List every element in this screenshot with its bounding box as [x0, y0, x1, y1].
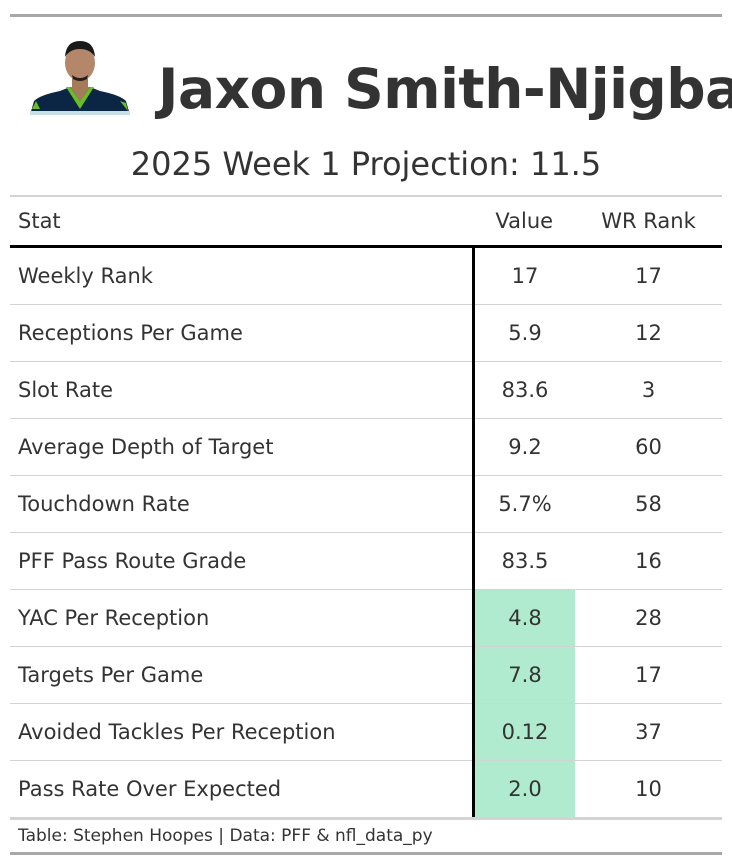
wr-rank-cell: 3 — [575, 361, 722, 419]
table-row: YAC Per Reception 4.8 28 — [10, 589, 722, 647]
column-header-value: Value — [473, 197, 575, 248]
bottom-border — [10, 852, 722, 855]
stat-table-card: Jaxon Smith-Njigba 2025 Week 1 Projectio… — [10, 14, 732, 855]
table-header: Jaxon Smith-Njigba 2025 Week 1 Projectio… — [10, 17, 732, 195]
top-border — [10, 14, 722, 17]
stat-cell: Receptions Per Game — [10, 304, 474, 362]
stat-cell: Slot Rate — [10, 361, 474, 419]
value-cell: 7.8 — [472, 646, 575, 704]
value-cell: 5.9 — [472, 304, 575, 362]
table-row: Weekly Rank 17 17 — [10, 246, 722, 305]
stat-cell: Touchdown Rate — [10, 475, 474, 533]
value-cell: 0.12 — [472, 703, 575, 761]
header-divider — [10, 195, 722, 197]
stat-cell: Avoided Tackles Per Reception — [10, 703, 474, 761]
wr-rank-cell: 37 — [575, 703, 722, 761]
wr-rank-cell: 28 — [575, 589, 722, 647]
source-footnote: Table: Stephen Hoopes | Data: PFF & nfl_… — [18, 826, 433, 846]
stat-cell: Average Depth of Target — [10, 418, 474, 476]
stat-cell: YAC Per Reception — [10, 589, 474, 647]
wr-rank-cell: 12 — [575, 304, 722, 362]
value-cell: 83.5 — [472, 532, 575, 590]
column-header-row: Stat Value WR Rank — [10, 197, 722, 248]
column-header-stat: Stat — [10, 197, 474, 248]
wr-rank-cell: 17 — [575, 646, 722, 704]
table-bottom-border — [10, 817, 722, 820]
table-row: Touchdown Rate 5.7% 58 — [10, 475, 722, 533]
wr-rank-cell: 60 — [575, 418, 722, 476]
table-row: Pass Rate Over Expected 2.0 10 — [10, 760, 722, 817]
stats-table: Stat Value WR Rank Weekly Rank 17 17 Recept… — [10, 197, 722, 817]
wr-rank-cell: 58 — [575, 475, 722, 533]
player-name: Jaxon Smith-Njigba — [158, 57, 732, 121]
value-cell: 17 — [472, 246, 575, 305]
value-cell: 83.6 — [472, 361, 575, 419]
table-row: Receptions Per Game 5.9 12 — [10, 304, 722, 362]
table-row: Slot Rate 83.6 3 — [10, 361, 722, 419]
stat-cell: Weekly Rank — [18, 264, 153, 288]
value-cell: 2.0 — [472, 760, 575, 817]
value-cell: 5.7% — [472, 475, 575, 533]
table-row: Average Depth of Target 9.2 60 — [10, 418, 722, 476]
stat-cell: Targets Per Game — [10, 646, 474, 704]
value-cell: 9.2 — [472, 418, 575, 476]
table-row: PFF Pass Route Grade 83.5 16 — [10, 532, 722, 590]
wr-rank-cell: 10 — [575, 760, 722, 817]
stat-cell: Pass Rate Over Expected — [10, 760, 474, 817]
value-cell: 4.8 — [472, 589, 575, 647]
table-row: Targets Per Game 7.8 17 — [10, 646, 722, 704]
table-row: Avoided Tackles Per Reception 0.12 37 — [10, 703, 722, 761]
wr-rank-cell: 17 — [635, 264, 662, 288]
wr-rank-cell: 16 — [575, 532, 722, 590]
player-headshot-image — [30, 41, 130, 115]
projection-subtitle: 2025 Week 1 Projection: 11.5 — [130, 145, 602, 183]
column-header-wr-rank: WR Rank — [575, 197, 722, 248]
stat-cell: PFF Pass Route Grade — [10, 532, 474, 590]
